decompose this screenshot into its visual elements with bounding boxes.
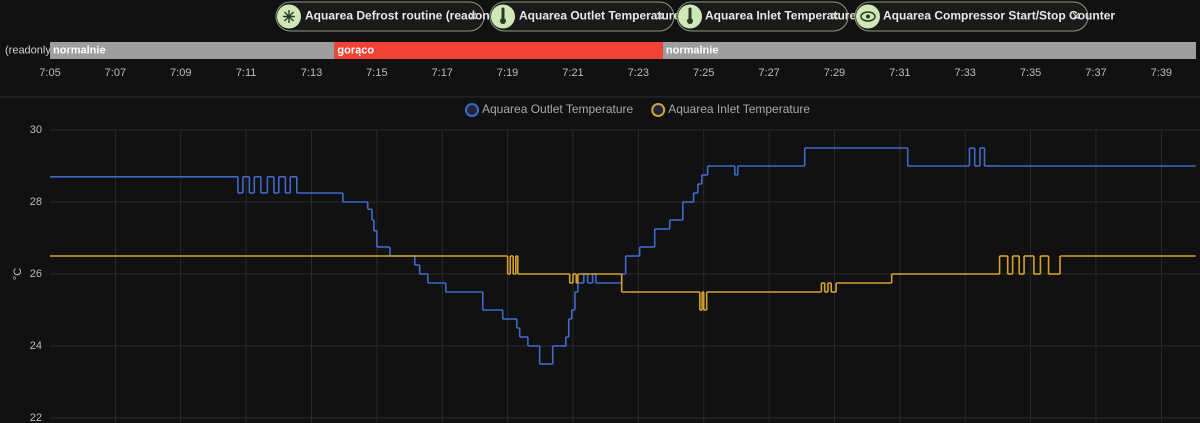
chip-close[interactable] — [1072, 12, 1080, 20]
x-tick-label: 7:17 — [432, 67, 453, 79]
y-axis-title: °C — [12, 268, 24, 280]
legend-marker — [651, 103, 666, 117]
x-tick-label: 7:11 — [236, 67, 257, 79]
legend-marker — [465, 103, 479, 117]
x-tick-label: 7:31 — [889, 67, 910, 79]
chip-label: Aquarea Outlet Temperature — [519, 9, 680, 23]
y-tick-label: 26 — [30, 268, 42, 280]
timeline-segment — [662, 42, 1196, 59]
x-tick-label: 7:19 — [497, 67, 518, 79]
chip[interactable]: Aquarea Inlet Temperature — [676, 1, 856, 32]
x-tick-label: 7:25 — [693, 67, 714, 79]
chip-close[interactable] — [469, 12, 477, 20]
x-tick-label: 7:13 — [301, 67, 322, 79]
chip-bg[interactable] — [676, 1, 849, 32]
timeline-segment — [50, 42, 335, 59]
chip-label: Aquarea Defrost routine (readonly) — [305, 9, 504, 23]
y-tick-label: 28 — [30, 196, 42, 208]
timeline-segment — [334, 42, 663, 59]
x-tick-label: 7:09 — [170, 67, 191, 79]
x-tick-label: 7:37 — [1085, 67, 1106, 79]
eye-icon — [860, 11, 876, 22]
snowflake-icon — [283, 10, 295, 23]
y-tick-label: 22 — [30, 412, 42, 423]
x-tick-label: 7:23 — [628, 67, 649, 79]
x-tick-label: 7:33 — [955, 67, 976, 79]
chip-close[interactable] — [831, 12, 839, 20]
legend-label: Aquarea Outlet Temperature — [482, 102, 634, 116]
x-tick-label: 7:05 — [39, 67, 60, 79]
chip-bg[interactable] — [275, 1, 485, 32]
chip[interactable]: Aquarea Compressor Start/Stop Counter — [854, 1, 1115, 32]
x-tick-label: 7:21 — [562, 67, 583, 79]
chip[interactable]: Aquarea Defrost routine (readonly) — [275, 1, 504, 32]
x-tick-label: 7:07 — [105, 67, 126, 79]
timeline-state: normalnie — [666, 44, 719, 56]
x-tick-label: 7:35 — [1020, 67, 1041, 79]
chip-close[interactable] — [656, 12, 664, 20]
thermometer-bulb — [687, 18, 693, 24]
chip[interactable]: Aquarea Outlet Temperature — [489, 1, 680, 32]
x-tick-label: 7:39 — [1151, 67, 1172, 79]
x-tick-label: 7:15 — [366, 67, 387, 79]
chip-bg[interactable] — [489, 1, 675, 32]
timeline-label: (readonly) — [5, 44, 55, 56]
thermometer-bulb — [500, 18, 506, 24]
timeline-state: gorąco — [337, 44, 374, 56]
y-tick-label: 30 — [30, 124, 42, 136]
chip-label: Aquarea Inlet Temperature — [705, 9, 856, 23]
x-tick-label: 7:29 — [824, 67, 845, 79]
x-tick-label: 7:27 — [758, 67, 779, 79]
y-tick-label: 24 — [30, 340, 42, 352]
chip-label: Aquarea Compressor Start/Stop Counter — [883, 9, 1115, 23]
chip-bg[interactable] — [854, 1, 1089, 32]
legend-label: Aquarea Inlet Temperature — [668, 102, 810, 116]
timeline-state: normalnie — [53, 44, 106, 56]
eye-pupil — [866, 14, 870, 19]
